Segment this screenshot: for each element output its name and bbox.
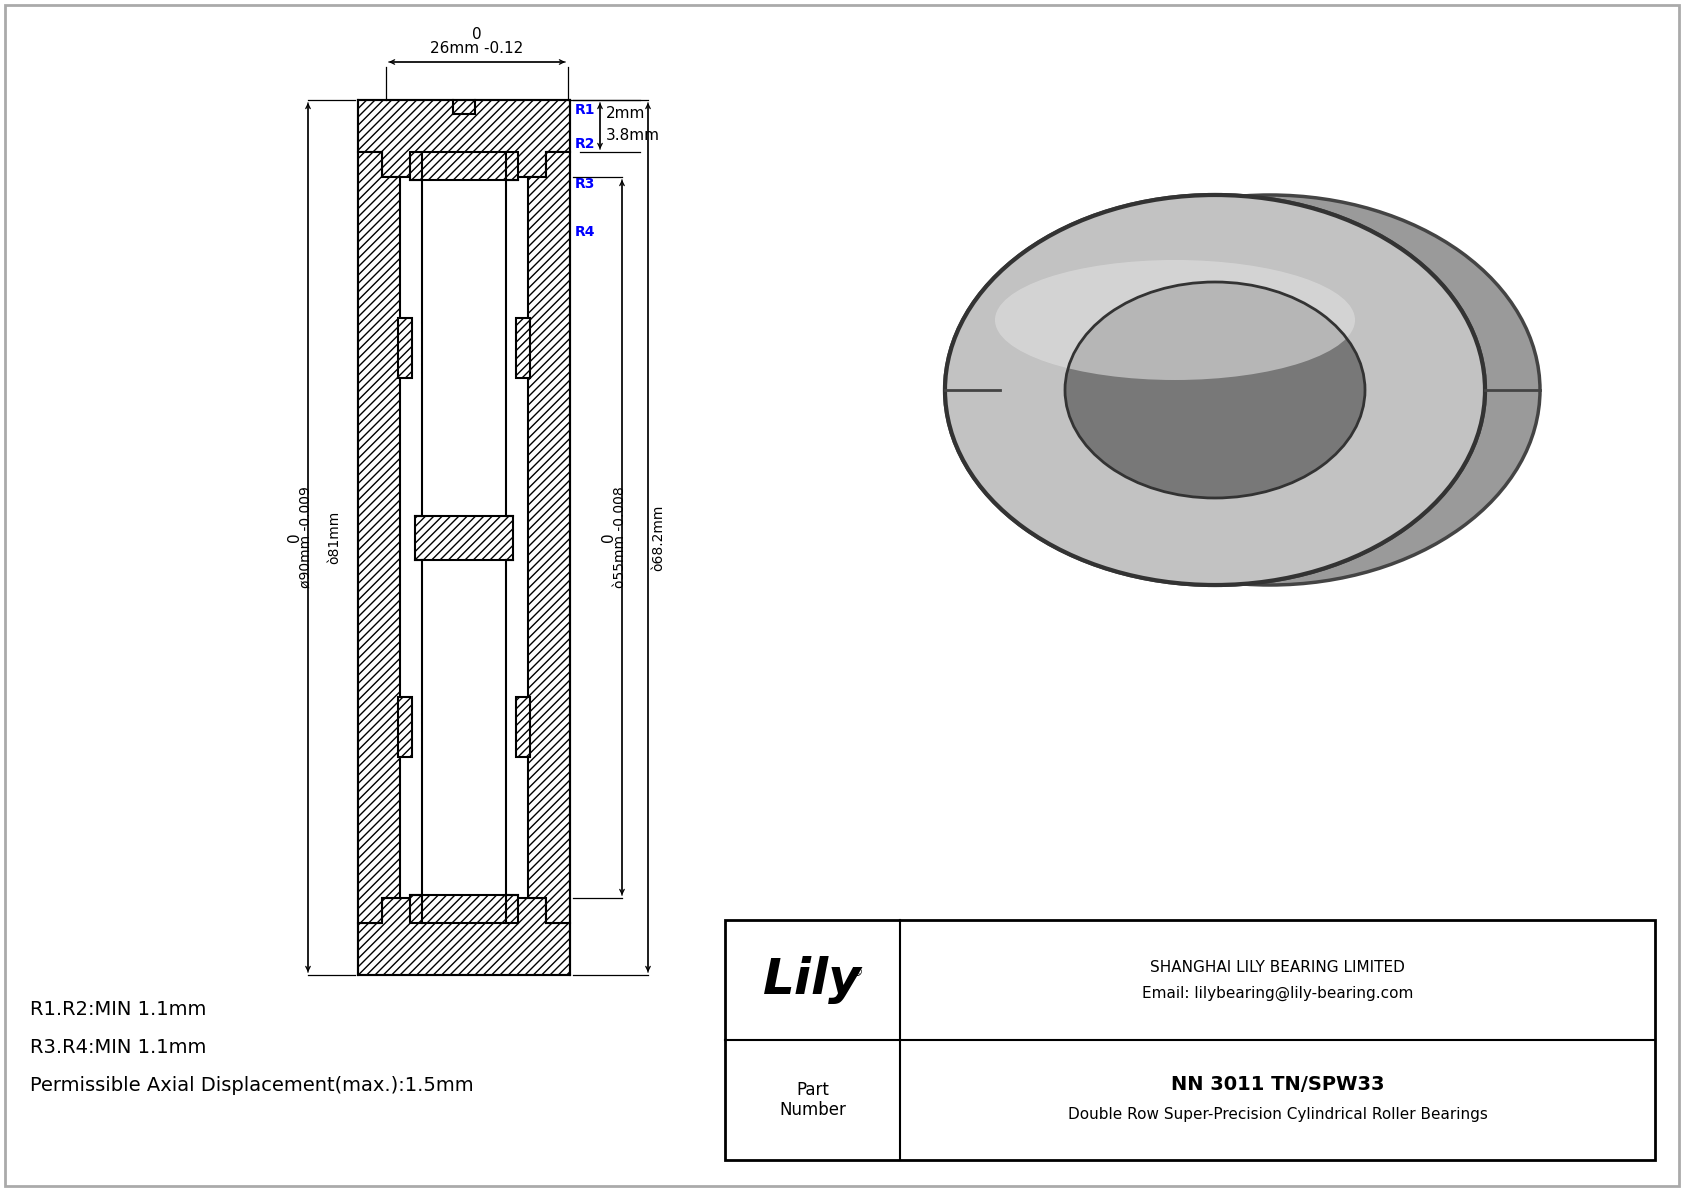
Ellipse shape	[945, 195, 1485, 585]
Text: 3.8mm: 3.8mm	[606, 129, 660, 143]
Text: SHANGHAI LILY BEARING LIMITED: SHANGHAI LILY BEARING LIMITED	[1150, 960, 1404, 974]
Bar	[515, 697, 530, 757]
Ellipse shape	[1064, 282, 1366, 498]
Text: ø90mm -0.009: ø90mm -0.009	[300, 487, 313, 588]
Text: ò81mm: ò81mm	[327, 511, 340, 565]
Polygon shape	[359, 898, 569, 975]
Bar	[726, 919, 1655, 1160]
Text: Lily: Lily	[763, 956, 862, 1004]
Text: 0: 0	[472, 27, 482, 42]
Text: R2: R2	[574, 137, 596, 151]
Text: R3.R4:MIN 1.1mm: R3.R4:MIN 1.1mm	[30, 1039, 207, 1056]
Text: R1: R1	[574, 102, 596, 117]
Ellipse shape	[995, 260, 1356, 380]
Text: Email: lilybearing@lily-bearing.com: Email: lilybearing@lily-bearing.com	[1142, 985, 1413, 1000]
Ellipse shape	[1000, 195, 1539, 585]
Text: R1.R2:MIN 1.1mm: R1.R2:MIN 1.1mm	[30, 1000, 207, 1019]
Ellipse shape	[1120, 282, 1420, 498]
Text: 0: 0	[601, 532, 615, 542]
Polygon shape	[359, 100, 569, 177]
Text: ®: ®	[850, 966, 862, 979]
Text: R3: R3	[574, 177, 596, 191]
Bar	[397, 318, 413, 378]
Bar	[409, 894, 519, 923]
Text: R4: R4	[574, 225, 596, 239]
Text: 0: 0	[286, 532, 301, 542]
Bar	[515, 318, 530, 378]
Text: NN 3011 TN/SPW33: NN 3011 TN/SPW33	[1170, 1075, 1384, 1095]
Text: ò55mm -0.008: ò55mm -0.008	[613, 487, 626, 588]
Text: 26mm -0.12: 26mm -0.12	[431, 40, 524, 56]
Text: ò68.2mm: ò68.2mm	[652, 504, 665, 570]
Text: Part
Number: Part Number	[780, 1080, 845, 1120]
Text: Permissible Axial Displacement(max.):1.5mm: Permissible Axial Displacement(max.):1.5…	[30, 1075, 473, 1095]
Text: Double Row Super-Precision Cylindrical Roller Bearings: Double Row Super-Precision Cylindrical R…	[1068, 1108, 1487, 1122]
Bar	[409, 152, 519, 180]
Ellipse shape	[1064, 282, 1366, 498]
Bar	[414, 516, 514, 560]
Bar	[397, 697, 413, 757]
Polygon shape	[359, 152, 401, 923]
Text: 2mm: 2mm	[606, 106, 645, 121]
Ellipse shape	[945, 195, 1485, 585]
Polygon shape	[529, 152, 569, 923]
